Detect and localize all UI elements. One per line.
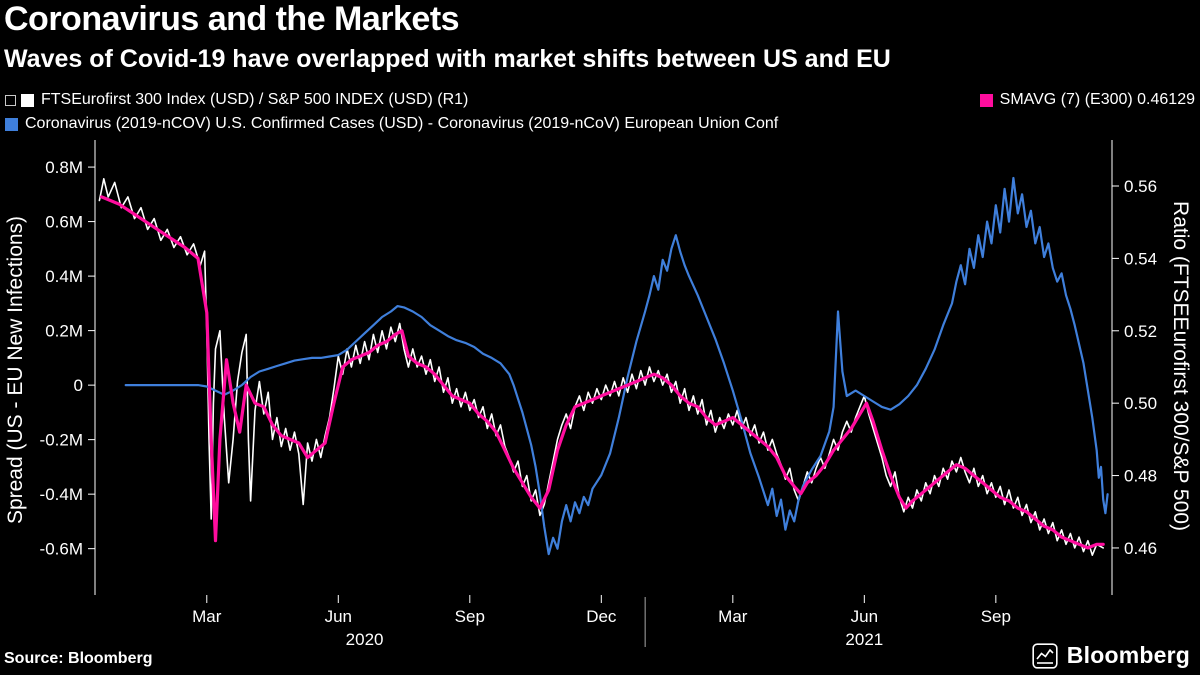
left-axis-tick-label: 0.8M bbox=[45, 158, 83, 177]
spread-series-swatch bbox=[5, 117, 18, 131]
x-axis-tick-label: Mar bbox=[192, 607, 222, 626]
bloomberg-logo-icon bbox=[1032, 642, 1058, 669]
x-axis-tick-label: Jun bbox=[851, 607, 878, 626]
x-axis-tick-label: Sep bbox=[981, 607, 1011, 626]
source-text: Source: Bloomberg bbox=[4, 650, 153, 667]
x-axis-tick-label: Jun bbox=[325, 607, 352, 626]
series-line-smavg bbox=[99, 195, 1105, 550]
right-axis-tick-label: 0.50 bbox=[1124, 394, 1157, 413]
bloomberg-logo: Bloomberg bbox=[1032, 642, 1190, 669]
right-axis-tick-label: 0.48 bbox=[1124, 467, 1157, 486]
year-label: 2021 bbox=[845, 630, 883, 649]
series-line-spread bbox=[124, 176, 1109, 556]
chart-title: Coronavirus and the Markets bbox=[4, 0, 460, 38]
year-label: 2020 bbox=[346, 630, 384, 649]
right-axis-tick-label: 0.52 bbox=[1124, 322, 1157, 341]
chart-subtitle: Waves of Covid-19 have overlapped with m… bbox=[4, 45, 891, 73]
smavg-series-swatch bbox=[979, 93, 993, 107]
x-axis-tick-label: Sep bbox=[455, 607, 485, 626]
smavg-series-label: SMAVG (7) (E300) 0.46129 bbox=[999, 91, 1195, 108]
right-axis-tick-label: 0.54 bbox=[1124, 249, 1157, 268]
x-axis-tick-label: Dec bbox=[586, 607, 617, 626]
left-axis-tick-label: 0 bbox=[74, 376, 83, 395]
ratio-series-swatch bbox=[21, 93, 34, 107]
left-axis-tick-label: -0.2M bbox=[40, 431, 83, 450]
chart-expand-icon bbox=[5, 94, 16, 106]
legend-row-2: Coronavirus (2019-nCOV) U.S. Confirmed C… bbox=[5, 115, 1195, 133]
spread-series-label: Coronavirus (2019-nCOV) U.S. Confirmed C… bbox=[25, 115, 779, 132]
legend-smavg-group: SMAVG (7) (E300) 0.46129 bbox=[979, 91, 1195, 109]
legend-row-1: FTSEurofirst 300 Index (USD) / S&P 500 I… bbox=[5, 91, 1195, 109]
bloomberg-wordmark: Bloomberg bbox=[1066, 642, 1190, 668]
left-axis-tick-label: -0.4M bbox=[40, 485, 83, 504]
x-axis-tick-label: Mar bbox=[718, 607, 748, 626]
right-axis-tick-label: 0.46 bbox=[1124, 539, 1157, 558]
series-line-ratio bbox=[98, 178, 1104, 557]
ratio-series-label: FTSEurofirst 300 Index (USD) / S&P 500 I… bbox=[41, 91, 469, 108]
left-axis-tick-label: 0.6M bbox=[45, 213, 83, 232]
left-axis-tick-label: 0.4M bbox=[45, 267, 83, 286]
left-axis-tick-label: 0.2M bbox=[45, 322, 83, 341]
left-axis-tick-label: -0.6M bbox=[40, 540, 83, 559]
right-axis-tick-label: 0.56 bbox=[1124, 177, 1157, 196]
